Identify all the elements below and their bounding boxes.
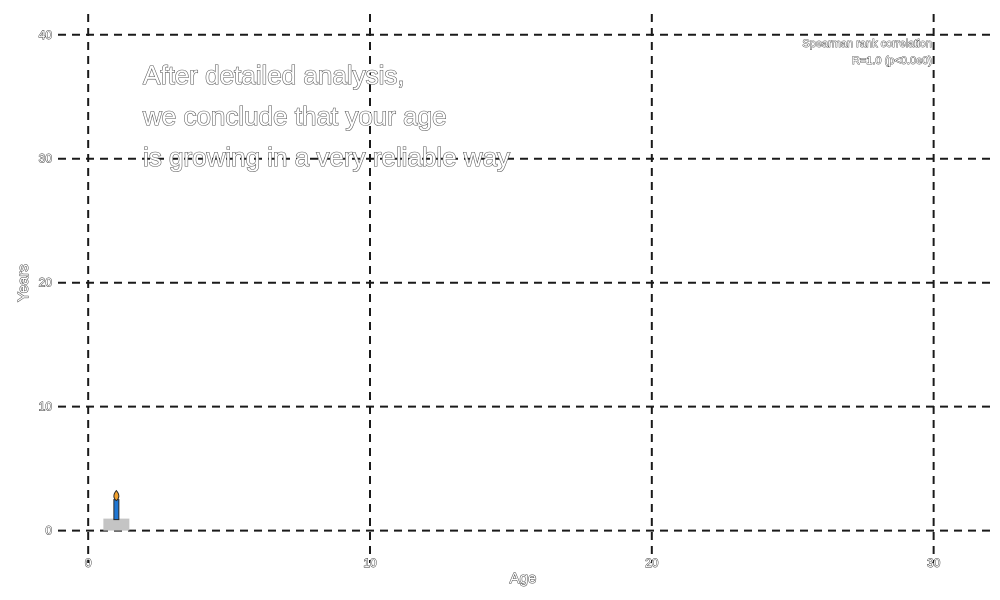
annotation-line-2: we conclude that your age [142, 101, 447, 131]
stats-test-name: Spearman rank correlation [802, 38, 932, 50]
y-axis-title: Years [15, 264, 32, 302]
cake-icon [103, 518, 130, 531]
data-points [103, 489, 130, 531]
y-tick-label-0: 0 [45, 524, 52, 538]
y-tick-label-40: 40 [39, 28, 53, 42]
data-point-0 [103, 489, 130, 531]
x-tick-label-20: 20 [645, 556, 659, 570]
candle-icon [113, 499, 120, 521]
y-tick-label-30: 30 [39, 152, 53, 166]
annotation-line-1: After detailed analysis, [143, 60, 405, 90]
x-tick-label-30: 30 [927, 556, 941, 570]
x-tick-label-0: 0 [85, 556, 92, 570]
y-tick-label-20: 20 [39, 276, 53, 290]
stats-box: Spearman rank correlation R=1.0 (p<0.0e0… [802, 38, 932, 68]
stats-result: R=1.0 (p<0.0e0) [852, 55, 932, 67]
tick-labels: 0 10 20 30 0 10 20 30 40 [38, 27, 941, 570]
annotation-line-3: is growing in a very reliable way [143, 142, 510, 172]
flame-icon [113, 489, 120, 502]
x-tick-label-10: 10 [363, 556, 377, 570]
y-tick-label-10: 10 [39, 400, 53, 414]
x-axis-title: Age [510, 570, 537, 587]
grid [58, 14, 990, 563]
annotation-text: After detailed analysis, we conclude tha… [141, 59, 510, 172]
